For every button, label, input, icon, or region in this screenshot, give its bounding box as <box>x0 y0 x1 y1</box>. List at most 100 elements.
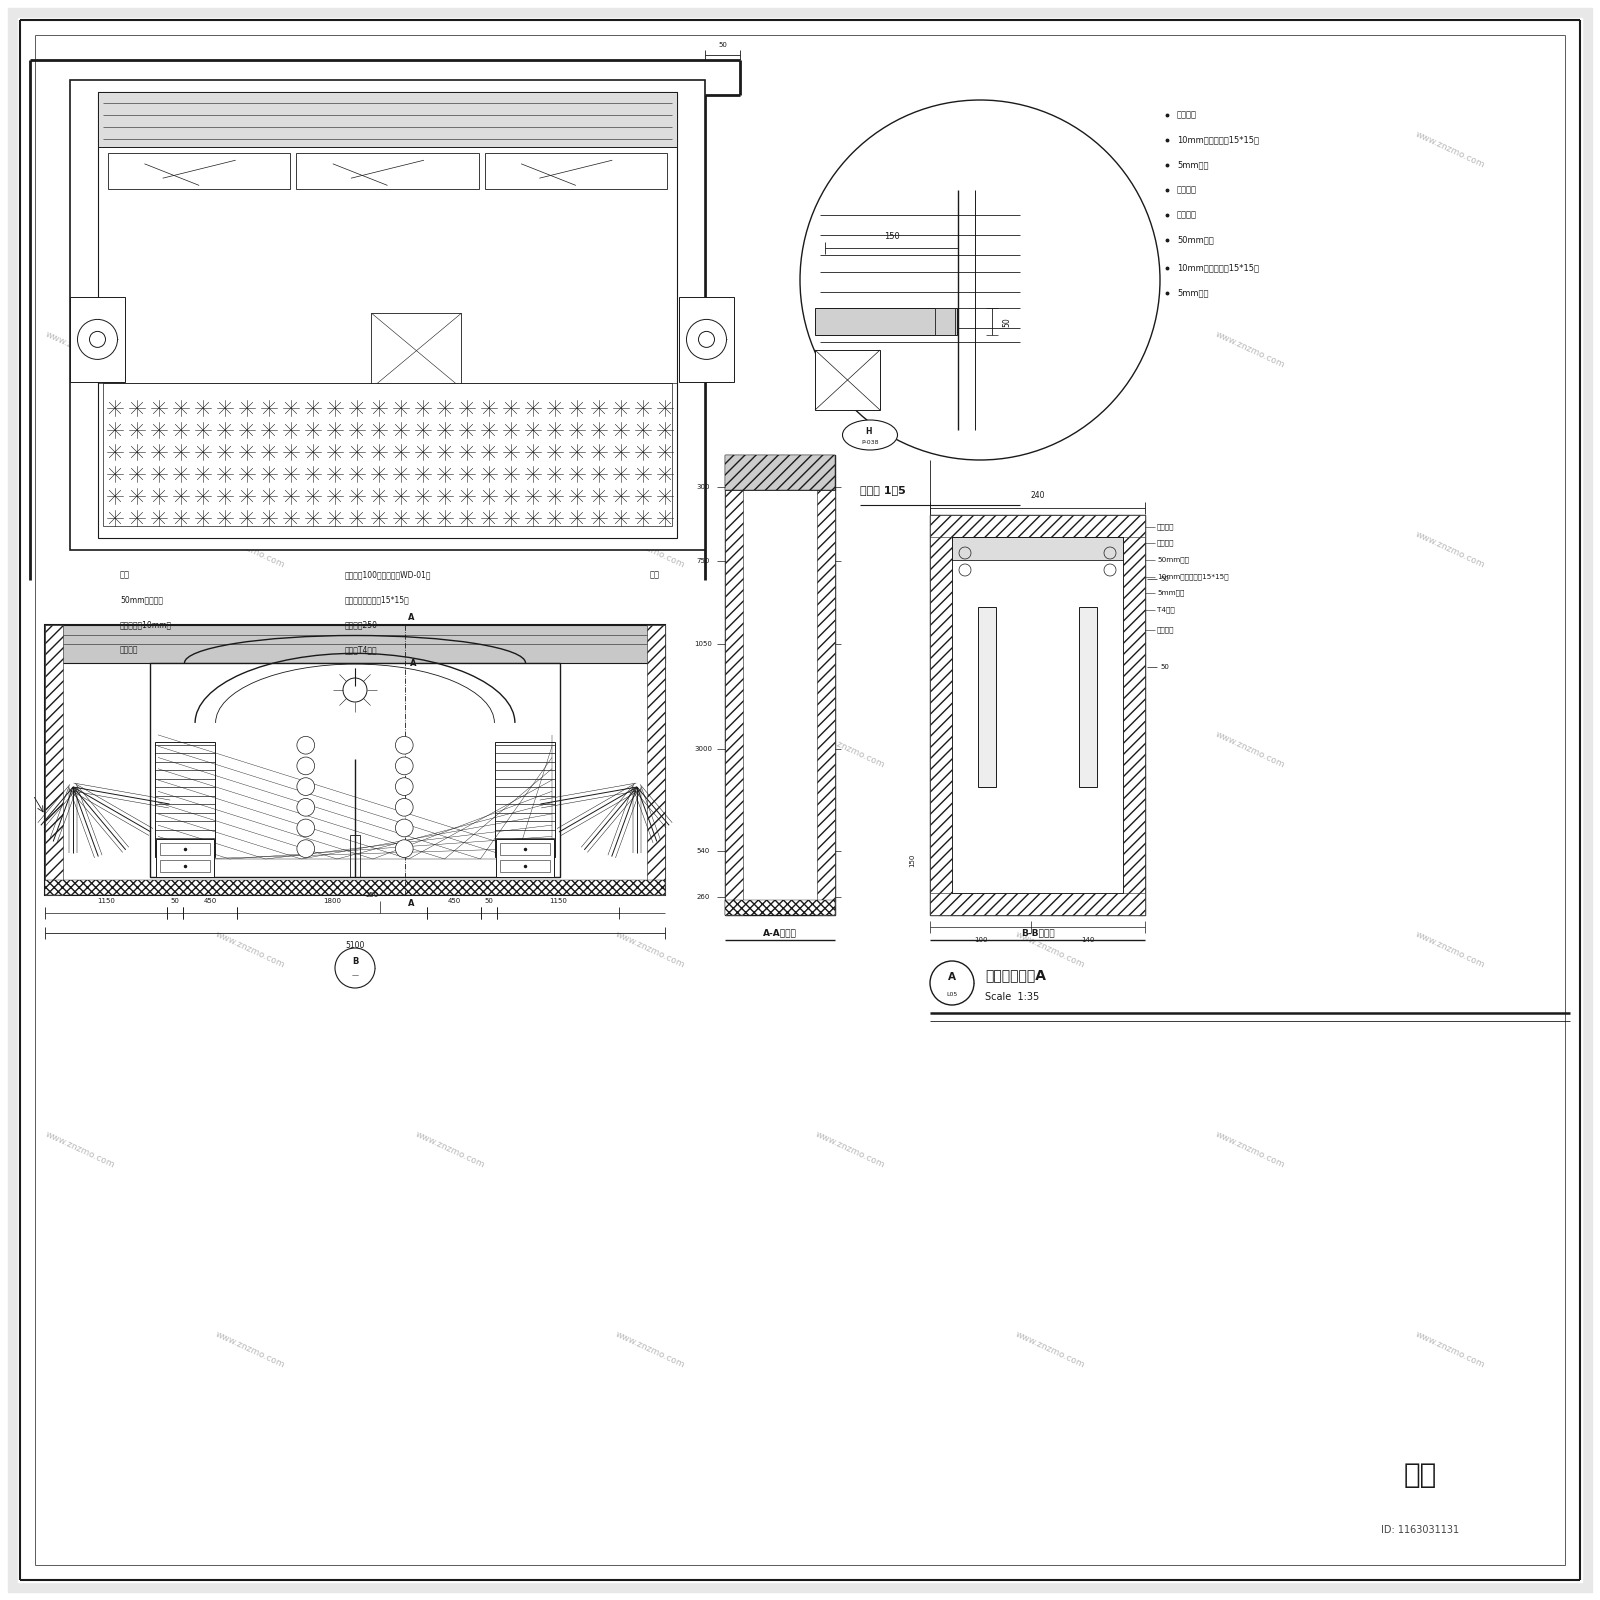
Text: 50mm木线: 50mm木线 <box>1157 557 1189 563</box>
Text: 50mm木线: 50mm木线 <box>1178 235 1214 245</box>
Text: www.znzmo.com: www.znzmo.com <box>43 1130 117 1170</box>
Bar <box>150 662 560 877</box>
Text: www.znzmo.com: www.znzmo.com <box>614 930 686 970</box>
Text: 木线收边: 木线收边 <box>1178 110 1197 120</box>
Circle shape <box>395 798 413 816</box>
Text: www.znzmo.com: www.znzmo.com <box>414 1130 486 1170</box>
Text: B-B剪面图: B-B剪面图 <box>1021 928 1054 938</box>
Text: 1150: 1150 <box>98 898 115 904</box>
Bar <box>930 893 1146 915</box>
Text: www.znzmo.com: www.znzmo.com <box>1014 1330 1086 1370</box>
Text: 1050: 1050 <box>694 640 712 646</box>
Text: 10mm木制栅格（15*15）: 10mm木制栅格（15*15） <box>1178 136 1259 144</box>
Text: www.znzmo.com: www.znzmo.com <box>1414 530 1486 570</box>
Circle shape <box>298 778 315 795</box>
Text: 知未: 知未 <box>1403 1461 1437 1490</box>
Text: 造型出墙100柚木饰面（WD-01）: 造型出墙100柚木饰面（WD-01） <box>346 571 432 579</box>
Text: www.znzmo.com: www.znzmo.com <box>214 530 286 570</box>
Text: 1800: 1800 <box>323 898 341 904</box>
Bar <box>725 454 835 490</box>
Bar <box>296 154 478 189</box>
Text: T4灯管: T4灯管 <box>1157 606 1174 613</box>
Text: 300: 300 <box>696 485 710 490</box>
Text: www.znzmo.com: www.znzmo.com <box>214 930 286 970</box>
Text: 150: 150 <box>885 232 899 240</box>
Circle shape <box>395 757 413 774</box>
Bar <box>1123 515 1146 915</box>
Bar <box>678 298 734 382</box>
Text: 柚木饰面抚10mm缝: 柚木饰面抚10mm缝 <box>120 621 173 629</box>
Text: 大样图 1：5: 大样图 1：5 <box>861 485 906 494</box>
Text: 50: 50 <box>718 42 726 48</box>
Text: 50mm实木线条: 50mm实木线条 <box>120 595 163 605</box>
Text: 10mm木制栅格（15*15）: 10mm木制栅格（15*15） <box>1178 264 1259 272</box>
Text: 260: 260 <box>696 893 710 899</box>
Text: 240: 240 <box>1030 491 1045 499</box>
Bar <box>952 538 1123 560</box>
Text: www.znzmo.com: www.znzmo.com <box>214 1330 286 1370</box>
Text: A: A <box>410 659 416 667</box>
Text: A-A剪面图: A-A剪面图 <box>763 928 797 938</box>
Bar <box>350 835 360 877</box>
Text: 夹板结构: 夹板结构 <box>1157 539 1174 546</box>
Text: www.znzmo.com: www.znzmo.com <box>814 330 886 370</box>
Text: 5mm茶镜: 5mm茶镜 <box>1157 590 1184 597</box>
Text: 木栅格内藏茶镜（15*15）: 木栅格内藏茶镜（15*15） <box>346 595 410 605</box>
Circle shape <box>395 819 413 837</box>
Circle shape <box>395 840 413 858</box>
Bar <box>45 626 666 662</box>
Circle shape <box>930 962 974 1005</box>
Circle shape <box>395 736 413 754</box>
Text: 柚木饰面: 柚木饰面 <box>1178 186 1197 195</box>
Text: 主卧室立面图A: 主卧室立面图A <box>986 968 1046 982</box>
Circle shape <box>298 840 315 858</box>
Text: www.znzmo.com: www.znzmo.com <box>614 1330 686 1370</box>
Text: 5100: 5100 <box>346 941 365 949</box>
Text: www.znzmo.com: www.znzmo.com <box>43 730 117 770</box>
Text: 50: 50 <box>171 898 179 904</box>
Text: 5mm茶镜: 5mm茶镜 <box>1178 288 1208 298</box>
Text: A: A <box>949 971 957 982</box>
Bar <box>160 843 210 854</box>
Text: 50: 50 <box>1160 576 1170 582</box>
Text: www.znzmo.com: www.znzmo.com <box>1014 530 1086 570</box>
Bar <box>814 309 957 334</box>
Bar <box>934 309 955 334</box>
Text: 夹板结构: 夹板结构 <box>1178 211 1197 219</box>
Text: 150: 150 <box>909 853 915 867</box>
Circle shape <box>298 798 315 816</box>
Text: 实木床板: 实木床板 <box>120 645 139 654</box>
Bar <box>102 384 672 526</box>
Bar <box>160 861 210 872</box>
Bar <box>725 454 835 490</box>
Bar <box>496 838 554 877</box>
Circle shape <box>334 947 374 987</box>
Bar <box>725 454 742 915</box>
Text: 50: 50 <box>1003 317 1011 326</box>
Bar <box>930 515 1146 538</box>
Bar <box>494 742 555 858</box>
Text: www.znzmo.com: www.znzmo.com <box>614 530 686 570</box>
Text: www.znzmo.com: www.znzmo.com <box>814 730 886 770</box>
Text: www.znzmo.com: www.znzmo.com <box>1414 130 1486 170</box>
Bar <box>646 626 666 894</box>
Bar <box>109 154 290 189</box>
Text: 540: 540 <box>696 848 710 854</box>
Bar <box>70 298 125 382</box>
Circle shape <box>77 320 117 360</box>
Circle shape <box>298 819 315 837</box>
Bar <box>930 515 952 915</box>
Text: www.znzmo.com: www.znzmo.com <box>214 130 286 170</box>
Bar <box>45 626 666 894</box>
Text: 100: 100 <box>974 938 987 942</box>
Text: 50: 50 <box>1160 664 1170 670</box>
Text: 1150: 1150 <box>549 898 566 904</box>
Text: P-038: P-038 <box>861 440 878 445</box>
Text: 夹板结构: 夹板结构 <box>1157 627 1174 634</box>
Text: www.znzmo.com: www.znzmo.com <box>414 330 486 370</box>
Bar <box>725 454 835 915</box>
Bar <box>978 606 995 787</box>
Text: www.znzmo.com: www.znzmo.com <box>1414 1330 1486 1370</box>
Text: 750: 750 <box>696 558 710 563</box>
Circle shape <box>298 757 315 774</box>
